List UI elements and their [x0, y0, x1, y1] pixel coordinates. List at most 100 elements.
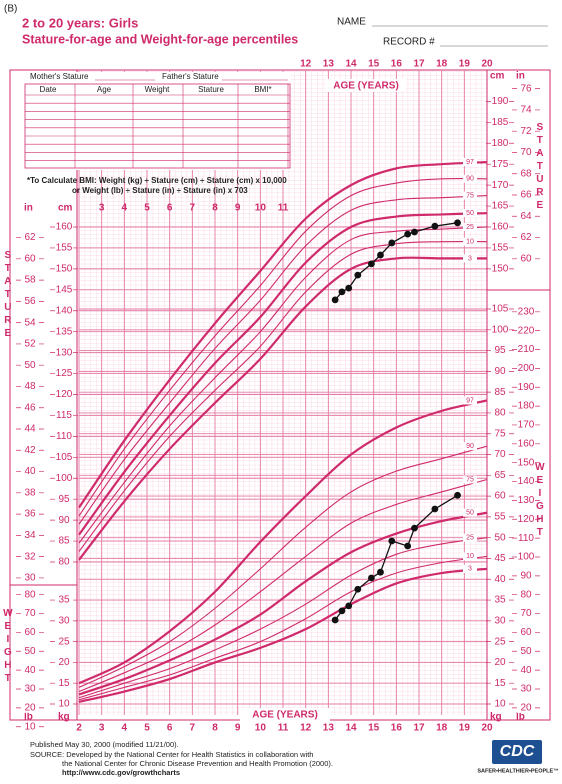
- tick-label-bg: [517, 147, 535, 158]
- tick-label-bg: [491, 699, 509, 709]
- tick-label-bg: [55, 263, 73, 274]
- tick-label-bg: [491, 201, 509, 212]
- y-tick-label: 80: [24, 589, 36, 600]
- y-tick-label: 50: [520, 646, 532, 657]
- y-tick-label: 85: [58, 536, 70, 547]
- y-tick-label: 50: [24, 360, 36, 371]
- logo: CDC: [500, 743, 535, 760]
- y-tick-label: 68: [520, 168, 532, 179]
- tick-label-bg: [55, 536, 73, 547]
- tick-label-bg: [21, 509, 39, 520]
- tick-label-bg: [491, 366, 509, 377]
- percentile-label-bg: [463, 552, 477, 561]
- y-tick-label: 70: [494, 449, 506, 460]
- tick-label-bg: [517, 683, 535, 694]
- tick-label-bg: [21, 646, 39, 657]
- tick-label-bg: [55, 657, 73, 668]
- y-tick-label: 30: [24, 573, 36, 584]
- y-tick-label: 20: [24, 702, 36, 713]
- tick-label-bg: [21, 445, 39, 456]
- y-tick-label: 20: [58, 657, 70, 668]
- x-tick-label: 3: [99, 203, 105, 214]
- percentile-label-bg: [463, 396, 477, 405]
- x-tick-label: 15: [368, 59, 380, 70]
- y-tick-label: 95: [494, 345, 506, 356]
- patient-point: [354, 271, 362, 279]
- y-tick-label: 120: [56, 389, 73, 400]
- tick-label-bg: [55, 284, 73, 295]
- y-tick-label: 60: [24, 627, 36, 638]
- patient-point: [454, 219, 461, 227]
- y-tick-label: 115: [56, 410, 72, 421]
- unit-label: kg: [490, 712, 502, 723]
- y-tick-label: 230: [518, 306, 535, 317]
- tick-label-bg: [491, 242, 509, 253]
- y-tick-label: 70: [24, 608, 36, 619]
- y-tick-label: 25: [494, 636, 506, 647]
- y-tick-label: 80: [58, 557, 70, 568]
- y-tick-label: 160: [56, 222, 73, 233]
- tick-label-bg: [21, 296, 39, 307]
- percentile-label-bg: [463, 174, 477, 183]
- x-tick-label: 20: [481, 59, 493, 70]
- x-tick-label: 5: [144, 723, 150, 734]
- tick-label-bg: [55, 389, 73, 400]
- tick-label-bg: [55, 515, 73, 526]
- tick-label-bg: [517, 253, 535, 264]
- y-tick-label: 15: [58, 678, 70, 689]
- x-tick-label: 14: [345, 59, 357, 70]
- table-lines: Date Age Weight Stature BMI*: [25, 84, 290, 168]
- unit-label: cm: [58, 203, 73, 214]
- tick-label-bg: [55, 326, 73, 337]
- tick-label-bg: [517, 232, 535, 243]
- x-tick-label: 15: [368, 723, 380, 734]
- percentile-label: 25: [466, 224, 474, 231]
- tick-label-bg: [491, 138, 509, 149]
- x-tick-label: 11: [278, 723, 289, 734]
- tick-label-bg: [491, 532, 509, 543]
- y-tick-label: 190: [518, 382, 535, 393]
- patient-point: [331, 296, 339, 304]
- y-tick-label: 76: [520, 83, 532, 94]
- tick-label-bg: [517, 627, 535, 638]
- percentile-label: 25: [466, 535, 474, 542]
- y-tick-label: 160: [518, 438, 535, 449]
- x-axis-label: AGE (YEARS): [333, 81, 399, 92]
- y-tick-label: 46: [24, 402, 36, 413]
- patient-point: [411, 524, 418, 532]
- y-tick-label: 50: [24, 646, 36, 657]
- tick-label-bg: [517, 382, 535, 393]
- unit-label: in: [516, 71, 525, 82]
- y-tick-label: 100: [56, 473, 73, 484]
- tick-label-bg: [517, 495, 535, 506]
- unit-label: in: [24, 203, 33, 214]
- y-tick-label: 34: [24, 530, 36, 541]
- y-tick-label: 170: [518, 420, 535, 431]
- tick-label-bg: [21, 402, 39, 413]
- table-header: Date: [40, 85, 57, 94]
- tick-label-bg: [491, 636, 509, 647]
- x-tick-label: 12: [300, 59, 312, 70]
- tick-label-bg: [55, 222, 73, 232]
- age-label-bg: [240, 708, 330, 721]
- footer-source: the National Center for Chronic Disease …: [62, 759, 333, 768]
- y-tick-label: 150: [56, 264, 73, 275]
- tick-label-bg: [21, 338, 39, 349]
- y-tick-label: 74: [520, 105, 532, 116]
- tick-label-bg: [491, 553, 509, 564]
- percentile-curve: [78, 256, 487, 561]
- percentile-label-bg: [463, 508, 477, 517]
- x-tick-label: 9: [235, 203, 241, 214]
- x-tick-label: 19: [459, 59, 471, 70]
- y-tick-label: 140: [518, 476, 535, 487]
- patient-point: [338, 288, 346, 296]
- x-tick-label: 17: [413, 723, 425, 734]
- tick-label-bg: [517, 438, 535, 449]
- x-tick-label: 14: [345, 723, 357, 734]
- tick-label-bg: [21, 627, 39, 638]
- y-tick-label: 60: [520, 627, 532, 638]
- tick-label-bg: [517, 702, 535, 713]
- tick-label-bg: [491, 387, 509, 398]
- x-tick-label: 7: [190, 203, 196, 214]
- percentile-label-bg: [463, 442, 477, 451]
